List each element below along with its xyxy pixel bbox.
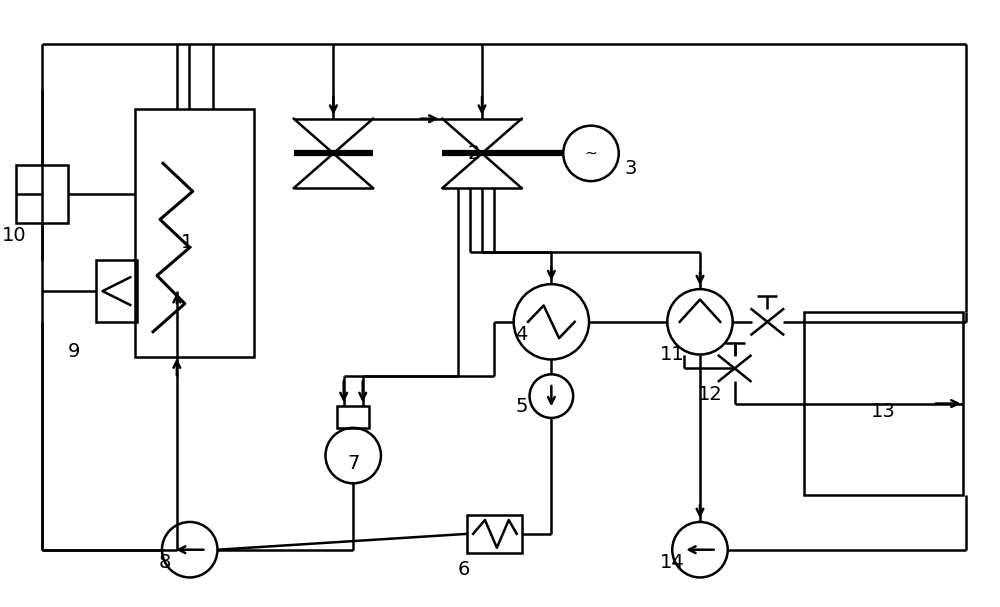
Text: 8: 8	[159, 553, 171, 572]
Bar	[96, 260, 137, 322]
Text: 6: 6	[458, 560, 470, 579]
Text: 12: 12	[698, 385, 722, 404]
Text: 13: 13	[871, 401, 896, 421]
Bar	[804, 312, 963, 495]
Text: 1: 1	[181, 233, 193, 252]
Text: 7: 7	[347, 454, 359, 473]
Bar	[135, 109, 254, 356]
Text: 14: 14	[660, 553, 685, 572]
Text: 5: 5	[515, 396, 528, 416]
Text: 11: 11	[660, 345, 685, 364]
Bar	[16, 165, 68, 223]
Text: 4: 4	[515, 325, 528, 344]
Text: ~: ~	[585, 146, 597, 161]
Text: 10: 10	[2, 226, 27, 245]
Bar	[337, 406, 369, 428]
Text: 2: 2	[468, 144, 480, 163]
Bar	[467, 515, 522, 553]
Text: 9: 9	[68, 342, 80, 361]
Text: 3: 3	[624, 159, 637, 178]
